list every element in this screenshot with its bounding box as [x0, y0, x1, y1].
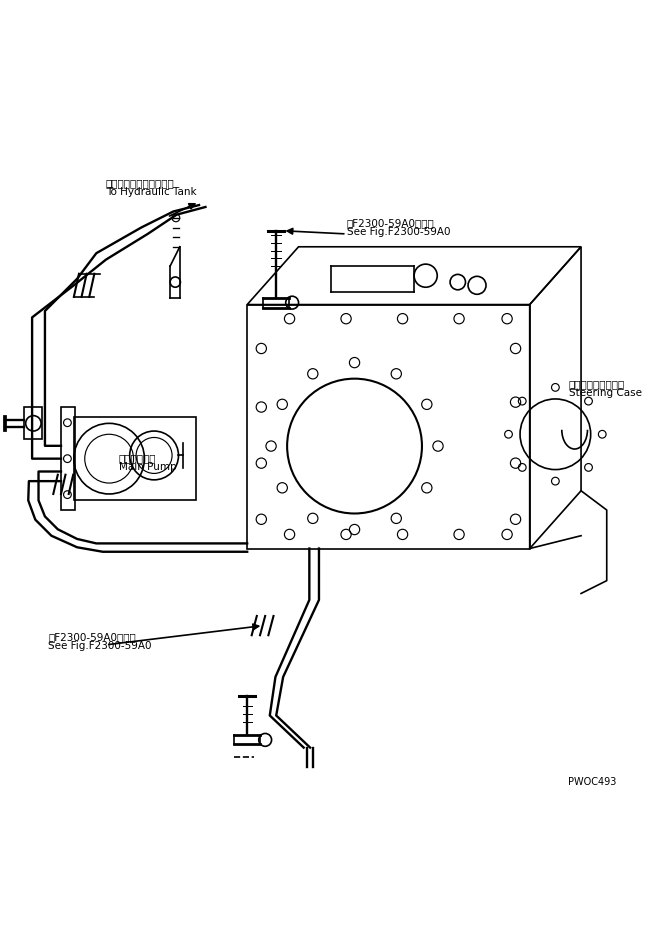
- Bar: [61, 407, 75, 510]
- Bar: [24, 407, 42, 439]
- Text: ハイドロリックタンクへ: ハイドロリックタンクへ: [106, 178, 175, 188]
- Text: 第F2300-59A0図参照: 第F2300-59A0図参照: [48, 632, 136, 642]
- Text: Steering Case: Steering Case: [569, 388, 642, 398]
- Text: See Fig.F2300-59A0: See Fig.F2300-59A0: [48, 640, 152, 651]
- Text: To Hydraulic Tank: To Hydraulic Tank: [106, 187, 196, 197]
- Text: ステアリングケース: ステアリングケース: [569, 379, 625, 389]
- Bar: [74, 417, 196, 501]
- Bar: [247, 305, 530, 549]
- Text: Main Pump: Main Pump: [119, 462, 176, 472]
- Text: 第F2300-59A0図参照: 第F2300-59A0図参照: [347, 218, 434, 228]
- Text: PWOC493: PWOC493: [568, 777, 616, 786]
- Text: See Fig.F2300-59A0: See Fig.F2300-59A0: [347, 227, 450, 238]
- Text: メインポンプ: メインポンプ: [119, 454, 156, 463]
